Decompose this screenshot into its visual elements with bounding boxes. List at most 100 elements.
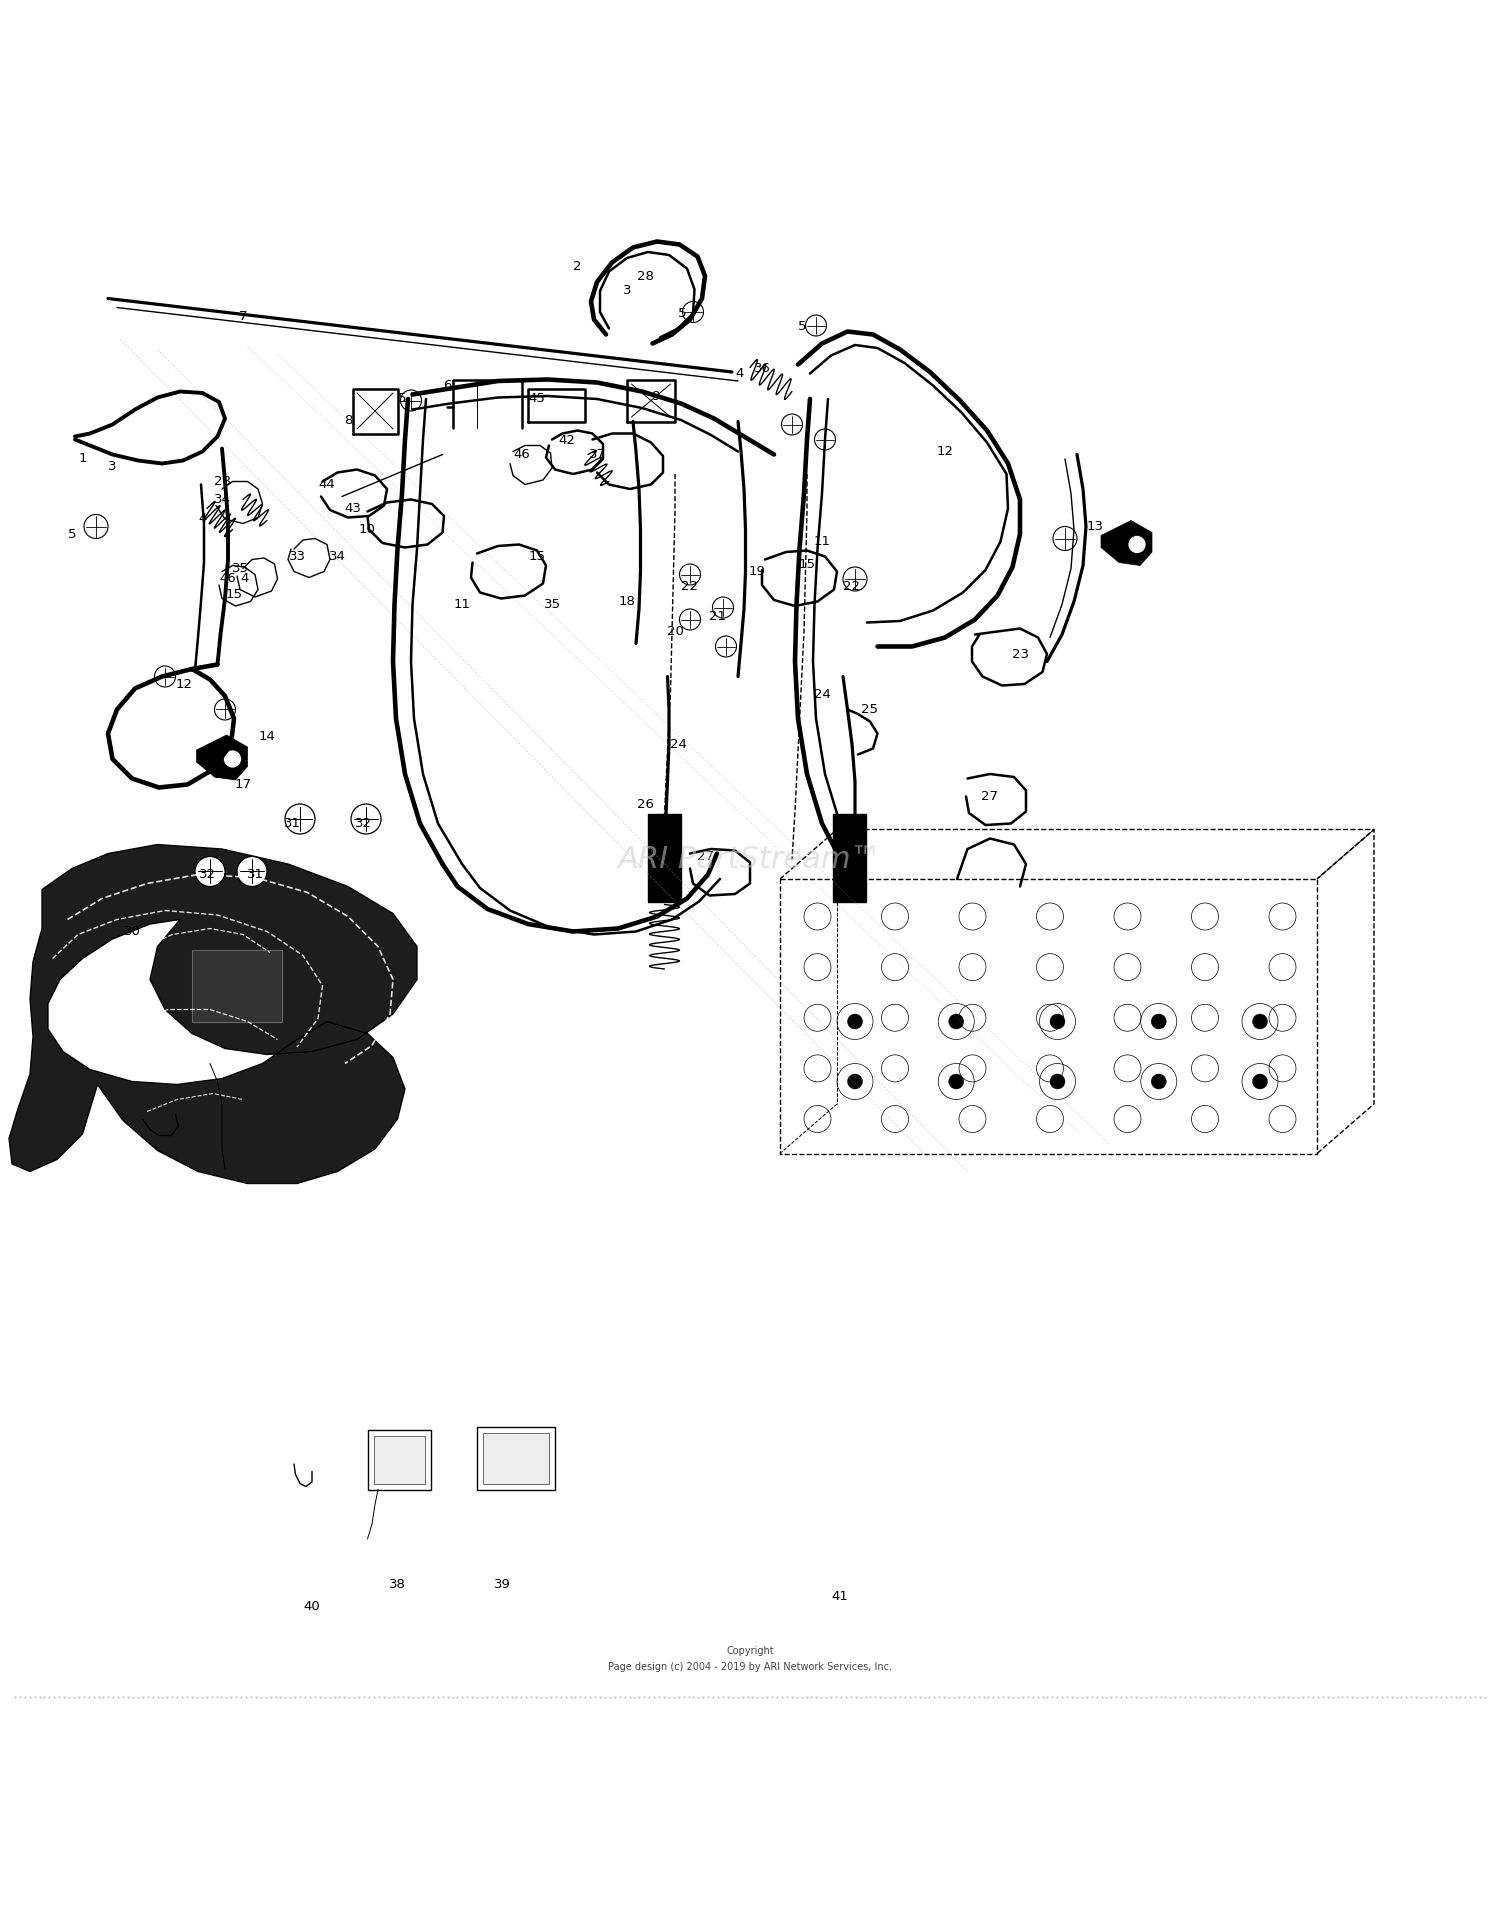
Circle shape <box>680 563 700 585</box>
Circle shape <box>1050 1013 1065 1029</box>
Text: 1: 1 <box>78 452 87 465</box>
Text: 26: 26 <box>636 798 654 810</box>
Bar <box>648 815 681 902</box>
Bar <box>833 815 866 902</box>
Circle shape <box>285 804 315 835</box>
Text: 19: 19 <box>748 565 766 579</box>
Circle shape <box>351 804 381 835</box>
Circle shape <box>1252 1013 1268 1029</box>
Text: 22: 22 <box>843 581 861 592</box>
Text: 11: 11 <box>453 598 471 612</box>
Circle shape <box>237 856 267 887</box>
Text: 40: 40 <box>303 1600 321 1613</box>
Text: 27: 27 <box>981 790 999 804</box>
Circle shape <box>806 315 826 337</box>
Text: 35: 35 <box>543 598 561 612</box>
Text: 34: 34 <box>328 550 346 563</box>
Text: 32: 32 <box>354 817 372 831</box>
Text: 2: 2 <box>573 260 582 273</box>
Text: 11: 11 <box>813 535 831 548</box>
Text: 3: 3 <box>622 285 632 298</box>
Text: 4: 4 <box>240 573 249 585</box>
Circle shape <box>1252 1075 1268 1088</box>
Text: 23: 23 <box>1011 648 1029 660</box>
Circle shape <box>782 413 802 435</box>
Circle shape <box>1128 535 1146 554</box>
Text: 16: 16 <box>1106 542 1124 556</box>
Bar <box>483 1433 549 1483</box>
Text: 13: 13 <box>1086 519 1104 533</box>
Circle shape <box>214 698 236 719</box>
Circle shape <box>843 567 867 590</box>
Circle shape <box>716 637 736 658</box>
Text: 34: 34 <box>213 492 231 506</box>
Text: 14: 14 <box>258 731 276 742</box>
Text: 3: 3 <box>108 460 117 473</box>
Text: 5: 5 <box>798 321 807 333</box>
Text: 46: 46 <box>219 573 237 585</box>
Circle shape <box>847 1013 862 1029</box>
Text: 6: 6 <box>442 379 452 392</box>
Text: 37: 37 <box>588 448 606 462</box>
Text: 15: 15 <box>225 588 243 600</box>
Circle shape <box>815 429 836 450</box>
Circle shape <box>948 1075 963 1088</box>
Circle shape <box>154 665 176 687</box>
Polygon shape <box>196 735 248 781</box>
Text: 24: 24 <box>669 738 687 750</box>
Text: 25: 25 <box>861 704 879 715</box>
Bar <box>477 1427 555 1490</box>
Text: 18: 18 <box>618 594 636 608</box>
Text: 20: 20 <box>666 625 684 638</box>
Text: 8: 8 <box>344 413 352 427</box>
Text: 4: 4 <box>198 513 207 525</box>
Text: 30: 30 <box>123 925 141 938</box>
Circle shape <box>84 515 108 538</box>
Text: 46: 46 <box>513 448 531 462</box>
Text: 42: 42 <box>558 435 576 448</box>
Polygon shape <box>1101 521 1152 565</box>
Circle shape <box>224 750 242 767</box>
Text: 12: 12 <box>176 677 194 690</box>
Text: 5: 5 <box>678 308 687 319</box>
Text: 31: 31 <box>284 817 302 831</box>
Text: 15: 15 <box>528 550 546 563</box>
Text: 43: 43 <box>344 502 362 515</box>
Circle shape <box>682 302 703 323</box>
Text: 41: 41 <box>831 1590 849 1602</box>
Text: 28: 28 <box>213 475 231 488</box>
Bar <box>374 1435 424 1483</box>
Text: 44: 44 <box>318 479 336 490</box>
Circle shape <box>1152 1013 1167 1029</box>
Circle shape <box>1050 1075 1065 1088</box>
Text: Page design (c) 2004 - 2019 by ARI Network Services, Inc.: Page design (c) 2004 - 2019 by ARI Netwo… <box>608 1661 892 1671</box>
Text: 27: 27 <box>696 850 714 863</box>
Circle shape <box>680 610 700 631</box>
Text: 5: 5 <box>68 527 76 540</box>
Text: 21: 21 <box>708 610 726 623</box>
Text: 32: 32 <box>198 867 216 881</box>
Bar <box>192 950 282 1021</box>
Text: 45: 45 <box>528 392 546 406</box>
Text: 28: 28 <box>636 269 654 283</box>
Text: ARI PartStream™: ARI PartStream™ <box>618 844 882 873</box>
Circle shape <box>948 1013 963 1029</box>
Text: 24: 24 <box>813 688 831 702</box>
Text: 36: 36 <box>753 363 771 375</box>
Text: 17: 17 <box>234 779 252 790</box>
Text: Copyright: Copyright <box>726 1646 774 1656</box>
Text: 33: 33 <box>288 550 306 563</box>
Text: 5: 5 <box>398 392 406 406</box>
Circle shape <box>847 1075 862 1088</box>
Text: 39: 39 <box>494 1577 512 1590</box>
Text: 15: 15 <box>798 558 816 571</box>
Text: 4: 4 <box>735 367 744 381</box>
Circle shape <box>400 390 422 412</box>
Text: 16: 16 <box>213 767 231 781</box>
Circle shape <box>1053 527 1077 550</box>
Circle shape <box>1152 1075 1167 1088</box>
Circle shape <box>195 856 225 887</box>
Text: 35: 35 <box>231 562 249 575</box>
Polygon shape <box>9 844 417 1183</box>
Text: 17: 17 <box>1124 554 1142 565</box>
